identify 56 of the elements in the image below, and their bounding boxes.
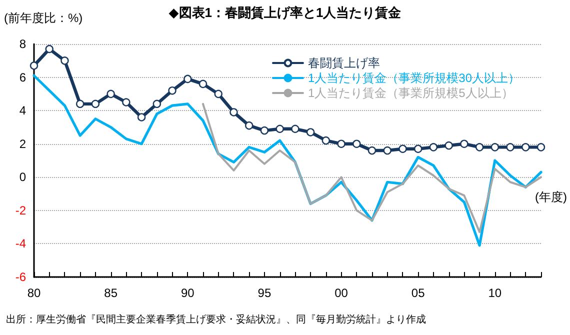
x-tick-label: 05 <box>411 286 426 300</box>
point <box>137 113 146 122</box>
point <box>414 144 422 153</box>
point <box>322 136 330 145</box>
x-tick-label: 90 <box>180 286 195 300</box>
point <box>106 90 115 98</box>
point <box>352 140 361 148</box>
point <box>122 98 130 106</box>
point <box>444 141 453 150</box>
point <box>291 124 300 133</box>
point <box>198 80 208 88</box>
point <box>429 143 438 152</box>
point <box>184 74 192 84</box>
point <box>230 108 238 116</box>
x-axis-title: (年度) <box>535 190 568 204</box>
point <box>368 146 376 155</box>
x-tick-label: 95 <box>258 286 272 300</box>
point <box>475 143 484 152</box>
x-tick-label: 80 <box>27 286 41 300</box>
point <box>306 128 315 136</box>
y-tick-label: 6 <box>19 70 26 84</box>
point <box>460 140 468 148</box>
x-tick-label: 00 <box>334 286 348 300</box>
x-tick-label: 85 <box>104 286 118 300</box>
point <box>522 143 530 152</box>
point <box>245 121 254 130</box>
y-tick-label: 4 <box>19 104 26 118</box>
point <box>45 44 54 54</box>
y-tick-label: -2 <box>15 203 26 218</box>
y-tick-label: 8 <box>19 37 26 51</box>
y-tick-label: 2 <box>19 136 26 151</box>
point <box>214 90 222 98</box>
point <box>383 146 392 155</box>
point <box>536 143 546 152</box>
point <box>506 143 514 152</box>
y-tick-label: 0 <box>19 170 26 184</box>
point <box>76 100 84 108</box>
point <box>60 56 69 65</box>
chart-title: ◆図表1：春闘賃上げ率と1人当たり賃金 <box>168 5 402 20</box>
text: 出所：厚生労働省『民間主要企業春季賃上げ要求・妥結状況』、同『毎月勤労統計』より作成 <box>6 314 426 326</box>
point <box>276 124 284 133</box>
legend-label: 春闘賃上げ率 <box>308 56 380 70</box>
point <box>168 86 176 95</box>
point <box>152 100 162 108</box>
legend-label: 1人当たり賃金（事業所規模30人以上） <box>308 71 520 85</box>
y-tick-label: -6 <box>15 270 26 284</box>
point <box>337 140 346 148</box>
legend-label: 1人当たり賃金（事業所規模5人以上） <box>308 86 514 100</box>
point <box>398 144 407 153</box>
y-axis-title: (前年度比：%) <box>4 11 83 25</box>
x-tick-label: 10 <box>488 286 502 300</box>
y-tick-label: -4 <box>15 236 26 251</box>
point <box>490 143 500 152</box>
point <box>30 62 38 70</box>
point <box>91 100 100 108</box>
point <box>260 126 269 135</box>
